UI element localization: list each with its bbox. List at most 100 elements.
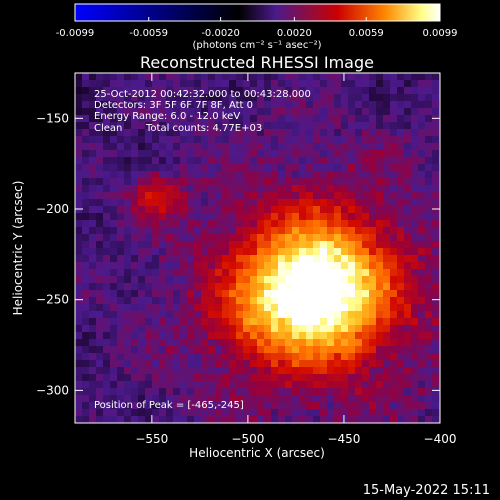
heatmap-cell [208,269,215,276]
heatmap-cell [362,241,369,248]
heatmap-cell [103,339,110,346]
heatmap-cell [432,255,439,262]
heatmap-cell [341,374,348,381]
heatmap-cell [390,227,397,234]
heatmap-cell [257,192,264,199]
heatmap-cell [425,339,432,346]
heatmap-cell [117,171,124,178]
heatmap-cell [229,73,236,80]
heatmap-cell [250,304,257,311]
heatmap-cell [208,262,215,269]
heatmap-cell [292,73,299,80]
heatmap-cell [236,353,243,360]
heatmap-cell [229,255,236,262]
heatmap-cell [89,206,96,213]
heatmap-cell [124,241,131,248]
heatmap-cell [425,276,432,283]
heatmap-cell [390,122,397,129]
heatmap-cell [306,185,313,192]
heatmap-cell [334,381,341,388]
heatmap-cell [306,178,313,185]
heatmap-cell [159,290,166,297]
heatmap-cell [96,339,103,346]
heatmap-cell [355,122,362,129]
heatmap-cell [432,199,439,206]
heatmap-cell [173,269,180,276]
heatmap-cell [152,101,159,108]
heatmap-cell [75,311,82,318]
heatmap-cell [180,94,187,101]
plot-area: −550 −500 −450 −400−150−200−250−300 [36,72,456,446]
heatmap-cell [75,269,82,276]
heatmap-cell [348,304,355,311]
heatmap-cell [397,318,404,325]
heatmap-cell [166,220,173,227]
heatmap-cell [103,325,110,332]
heatmap-cell [425,283,432,290]
heatmap-cell [222,409,229,416]
heatmap-cell [103,332,110,339]
heatmap-cell [117,395,124,402]
heatmap-cell [180,129,187,136]
heatmap-cell [103,234,110,241]
heatmap-cell [306,297,313,304]
heatmap-cell [341,150,348,157]
heatmap-cell [404,234,411,241]
heatmap-cell [348,269,355,276]
heatmap-cell [75,150,82,157]
heatmap-cell [96,416,103,423]
heatmap-cell [376,87,383,94]
heatmap-cell [215,360,222,367]
heatmap-cell [383,227,390,234]
heatmap-cell [397,409,404,416]
heatmap-cell [285,178,292,185]
heatmap-cell [243,101,250,108]
heatmap-cell [257,290,264,297]
heatmap-cell [334,367,341,374]
heatmap-cell [425,94,432,101]
heatmap-cell [299,416,306,423]
heatmap-cell [208,80,215,87]
heatmap-cell [376,360,383,367]
heatmap-cell [215,276,222,283]
heatmap-cell [432,388,439,395]
heatmap-cell [75,297,82,304]
heatmap-cell [418,255,425,262]
heatmap-cell [103,101,110,108]
heatmap-cell [187,227,194,234]
heatmap-cell [96,80,103,87]
heatmap-cell [159,143,166,150]
heatmap-cell [222,290,229,297]
heatmap-cell [411,94,418,101]
heatmap-cell [320,395,327,402]
heatmap-cell [411,402,418,409]
heatmap-cell [299,374,306,381]
heatmap-cell [208,178,215,185]
heatmap-cell [348,416,355,423]
heatmap-cell [236,171,243,178]
heatmap-cell [250,276,257,283]
heatmap-cell [313,374,320,381]
heatmap-cell [264,171,271,178]
heatmap-cell [89,227,96,234]
heatmap-cell [152,171,159,178]
heatmap-cell [404,248,411,255]
heatmap-cell [229,402,236,409]
heatmap-cell [208,304,215,311]
heatmap-cell [103,171,110,178]
heatmap-cell [313,255,320,262]
heatmap-cell [131,73,138,80]
heatmap-cell [138,409,145,416]
heatmap-cell [327,178,334,185]
heatmap-cell [138,374,145,381]
heatmap-cell [292,234,299,241]
heatmap-cell [432,234,439,241]
heatmap-cell [292,276,299,283]
heatmap-cell [369,374,376,381]
heatmap-cell [201,255,208,262]
heatmap-cell [334,80,341,87]
heatmap-cell [376,178,383,185]
heatmap-cell [145,185,152,192]
heatmap-cell [159,227,166,234]
heatmap-cell [348,157,355,164]
